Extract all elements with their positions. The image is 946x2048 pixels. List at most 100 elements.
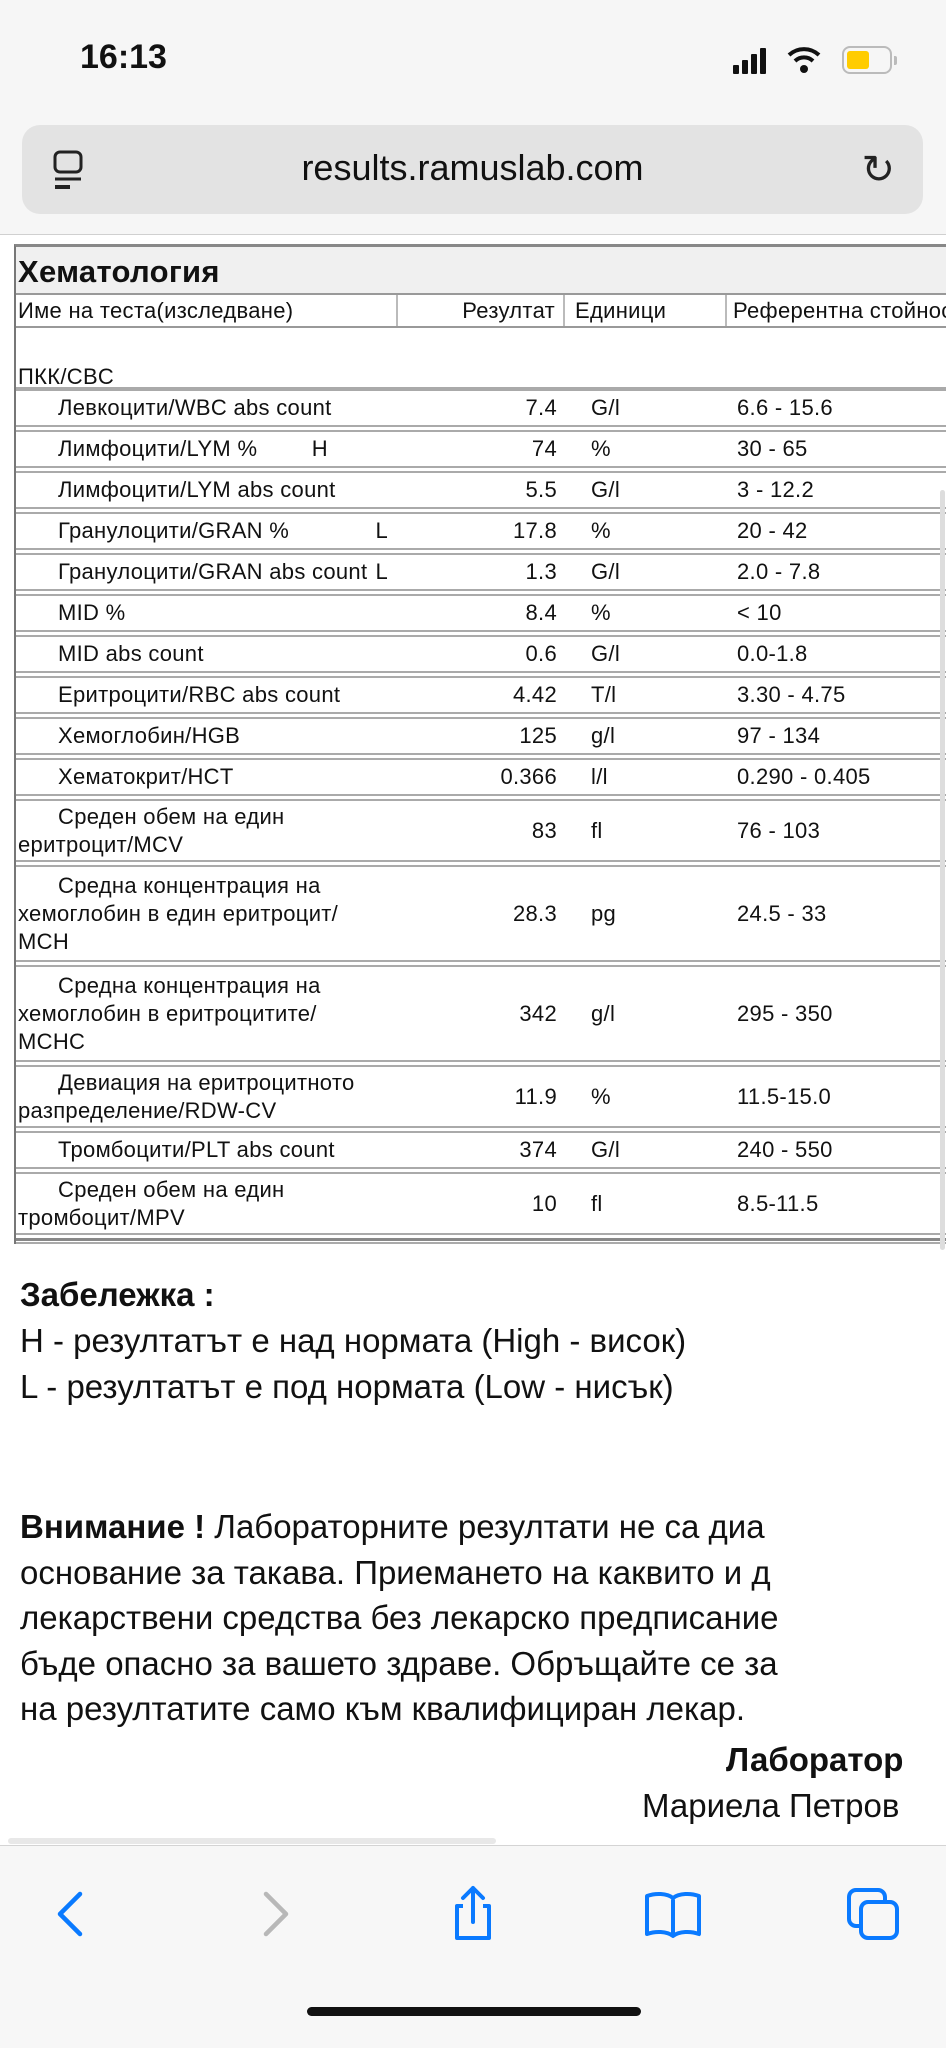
test-name-text: Хемоглобин/HGB: [58, 723, 241, 748]
cellular-signal-icon: [733, 48, 769, 74]
result-value: 28.3: [512, 900, 557, 926]
url-text[interactable]: results.ramuslab.com: [301, 147, 644, 188]
test-name: Хематокрит/HCT: [16, 759, 398, 795]
test-name-text: Лимфоцити/LYM %: [58, 436, 258, 461]
status-bar: 16:13 results.ramuslab.com ↻: [0, 0, 946, 235]
horizontal-scrollbar[interactable]: [8, 1838, 496, 1844]
reader-mode-icon[interactable]: [52, 149, 84, 191]
test-name-text: Гранулоцити/GRAN abs count: [58, 559, 368, 584]
warning-line: Лабораторните резултати не са диа: [214, 1508, 765, 1545]
table-row: Хематокрит/HCT 0.366 l/l 0.290 - 0.405: [16, 758, 946, 796]
reference-range: 0.0-1.8: [737, 641, 808, 666]
test-name-text: MID %: [58, 600, 126, 625]
test-name-line: Средна концентрация на: [58, 972, 321, 998]
result-value: 7.4: [525, 395, 557, 420]
flag-badge: H: [311, 436, 328, 461]
test-name-line: MCHC: [18, 1028, 86, 1054]
unit-value: G/l: [591, 1137, 621, 1162]
flag-badge: L: [375, 559, 388, 584]
reference-range: < 10: [737, 600, 782, 625]
unit-value: G/l: [591, 477, 621, 502]
result-value: 74: [531, 436, 557, 461]
unit-value: %: [591, 600, 611, 625]
reference-range: 295 - 350: [737, 1000, 833, 1026]
reference-range: 8.5-11.5: [737, 1190, 819, 1216]
table-row: Хемоглобин/HGB 125 g/l 97 - 134: [16, 717, 946, 755]
test-name: Хемоглобин/HGB: [16, 718, 398, 754]
table-row: Лимфоцити/LYM abs count 5.5 G/l 3 - 12.2: [16, 471, 946, 509]
test-name: MID abs count: [16, 636, 398, 672]
test-name: MID %: [16, 595, 398, 631]
result-value: 8.4: [525, 600, 557, 625]
unit-value: G/l: [591, 641, 621, 666]
test-name: Гранулоцити/GRAN abs count L: [16, 554, 398, 590]
column-header-reference: Референтна стойнос: [733, 298, 946, 323]
test-name-line: Среден обем на един: [58, 803, 285, 829]
group-label: ПКК/CBC: [16, 328, 946, 389]
table-row: Гранулоцити/GRAN abs count L 1.3 G/l 2.0 - 7…: [16, 553, 946, 591]
unit-value: G/l: [591, 395, 621, 420]
test-name-line: хемоглобин в еритроцитите/: [18, 1000, 317, 1026]
test-name: Левкоцити/WBC abs count: [16, 390, 398, 426]
test-name-line: Девиация на еритроцитното: [58, 1069, 355, 1095]
test-name: Среден обем на един еритроцит/MCV: [16, 799, 398, 863]
reference-range: 76 - 103: [737, 817, 821, 843]
result-value: 0.366: [500, 764, 557, 789]
clock: 16:13: [80, 38, 167, 76]
reference-range: 30 - 65: [737, 436, 808, 461]
warning-line: основание за такава. Приемането на какви…: [20, 1553, 771, 1591]
reference-range: 240 - 550: [737, 1137, 833, 1162]
page-content: Хематология Име на теста(изследване) Рез…: [0, 236, 946, 1844]
result-value: 10: [531, 1190, 557, 1216]
unit-value: g/l: [591, 723, 616, 748]
table-row: Левкоцити/WBC abs count 7.4 G/l 6.6 - 15.6: [16, 389, 946, 427]
test-name-line: Среден обем на един: [58, 1176, 285, 1202]
results-table: Хематология Име на теста(изследване) Рез…: [14, 244, 946, 1244]
reference-range: 2.0 - 7.8: [737, 559, 821, 584]
section-title: Хематология: [16, 247, 946, 295]
test-name-text: MID abs count: [58, 641, 204, 666]
home-indicator[interactable]: [307, 2007, 641, 2016]
bookmarks-icon[interactable]: [643, 1884, 703, 1944]
forward-icon[interactable]: [244, 1884, 304, 1944]
reference-range: 20 - 42: [737, 518, 808, 543]
address-bar[interactable]: results.ramuslab.com ↻: [22, 125, 923, 214]
reference-range: 3 - 12.2: [737, 477, 815, 502]
result-value: 4.42: [512, 682, 557, 707]
battery-icon: [842, 46, 897, 74]
result-value: 374: [519, 1137, 557, 1162]
test-name-text: Гранулоцити/GRAN %: [58, 518, 290, 543]
reload-icon[interactable]: ↻: [861, 148, 895, 192]
warning-line: на резултатите само към квалифициран лек…: [20, 1690, 745, 1727]
result-value: 342: [519, 1000, 557, 1026]
test-name-text: Левкоцити/WBC abs count: [58, 395, 332, 420]
browser-toolbar: [0, 1845, 946, 2048]
test-name: Гранулоцити/GRAN % L: [16, 513, 398, 549]
column-header-test: Име на теста(изследване): [16, 295, 398, 326]
back-icon[interactable]: [42, 1884, 102, 1944]
test-name-text: Тромбоцити/PLT abs count: [58, 1137, 335, 1162]
reference-range: 0.290 - 0.405: [737, 764, 871, 789]
table-row: Лимфоцити/LYM % H 74% 30 - 65: [16, 430, 946, 468]
reference-range: 3.30 - 4.75: [737, 682, 846, 707]
test-name: Лимфоцити/LYM abs count: [16, 472, 398, 508]
table-row: Средна концентрация на хемоглобин в еритр…: [16, 965, 946, 1062]
test-name-line: разпределение/RDW-CV: [18, 1097, 277, 1123]
unit-value: %: [591, 436, 611, 461]
tabs-icon[interactable]: [843, 1884, 903, 1944]
result-value: 17.8: [512, 518, 557, 543]
result-value: 0.6: [525, 641, 557, 666]
test-name: Тромбоцити/PLT abs count: [16, 1132, 398, 1168]
test-name-line: Средна концентрация на: [58, 872, 321, 898]
test-name: Лимфоцити/LYM % H: [16, 431, 398, 467]
unit-value: G/l: [591, 559, 621, 584]
vertical-scrollbar[interactable]: [940, 490, 945, 1250]
table-row: Тромбоцити/PLT abs count 374 G/l 240 - 550: [16, 1131, 946, 1169]
table-row: Гранулоцити/GRAN % L 17.8% 20 - 42: [16, 512, 946, 550]
share-icon[interactable]: [443, 1884, 503, 1944]
test-name-text: Еритроцити/RBC abs count: [58, 682, 341, 707]
table-header: Име на теста(изследване) Резултат Единиц…: [16, 295, 946, 328]
table-row: Среден обем на един еритроцит/MCV 83 fl 76 -…: [16, 799, 946, 862]
warning-line: лекарствени средства без лекарско предпи…: [20, 1599, 779, 1636]
test-name: Девиация на еритроцитното разпределение/R…: [16, 1065, 398, 1129]
